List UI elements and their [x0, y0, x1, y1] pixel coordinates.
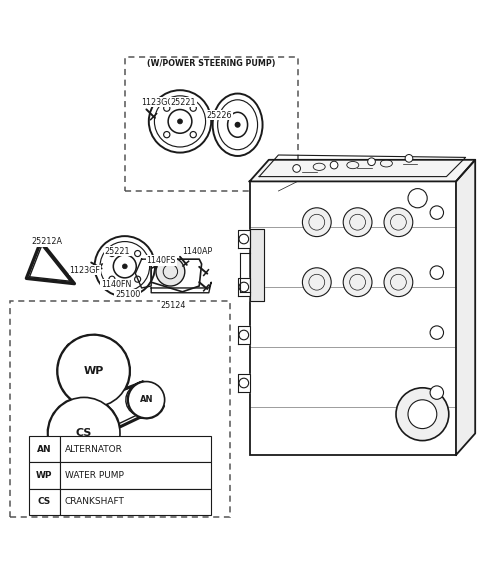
Circle shape	[113, 255, 136, 278]
Text: 25226: 25226	[206, 111, 232, 119]
Circle shape	[343, 208, 372, 236]
Text: 1123GG: 1123GG	[142, 98, 174, 107]
Bar	[60, 462, 211, 488]
Polygon shape	[151, 259, 202, 292]
Text: AN: AN	[140, 395, 153, 404]
Text: 1123GF: 1123GF	[70, 266, 100, 275]
Polygon shape	[238, 374, 250, 391]
Circle shape	[128, 382, 165, 418]
Bar	[250, 181, 456, 455]
Circle shape	[235, 122, 240, 128]
Polygon shape	[250, 160, 475, 181]
Circle shape	[430, 266, 444, 280]
Text: 25221: 25221	[170, 98, 196, 107]
Bar	[60, 488, 211, 515]
Circle shape	[178, 119, 182, 124]
Text: 1140AP: 1140AP	[182, 246, 213, 255]
Polygon shape	[238, 327, 250, 344]
Circle shape	[302, 208, 331, 236]
Circle shape	[122, 264, 127, 269]
Circle shape	[168, 110, 192, 133]
Circle shape	[48, 397, 120, 470]
Text: 25124: 25124	[161, 301, 186, 310]
Circle shape	[156, 257, 185, 286]
Circle shape	[368, 158, 375, 165]
Polygon shape	[238, 230, 250, 247]
Text: CRANKSHAFT: CRANKSHAFT	[65, 497, 125, 506]
Circle shape	[330, 161, 338, 169]
Text: WP: WP	[84, 366, 104, 376]
Text: AN: AN	[37, 444, 52, 453]
Ellipse shape	[213, 94, 263, 156]
Text: 25221: 25221	[105, 246, 131, 255]
Text: (W/POWER STEERING PUMP): (W/POWER STEERING PUMP)	[147, 59, 276, 68]
Polygon shape	[238, 278, 250, 296]
Circle shape	[58, 335, 130, 407]
Text: WP: WP	[36, 471, 53, 480]
Text: 25212A: 25212A	[31, 237, 62, 246]
Polygon shape	[151, 282, 211, 293]
Text: 25100: 25100	[115, 290, 141, 298]
Circle shape	[384, 268, 413, 297]
Circle shape	[408, 189, 427, 208]
Bar	[29, 462, 60, 488]
Circle shape	[408, 400, 437, 429]
Circle shape	[396, 388, 449, 441]
Circle shape	[405, 154, 413, 162]
Polygon shape	[250, 230, 264, 301]
Text: WATER PUMP: WATER PUMP	[65, 471, 124, 480]
Circle shape	[384, 208, 413, 236]
Polygon shape	[135, 259, 151, 288]
Bar	[10, 301, 230, 517]
Bar	[60, 436, 211, 462]
Circle shape	[430, 206, 444, 219]
Text: 1140FS: 1140FS	[146, 256, 176, 265]
Text: CS: CS	[76, 428, 92, 439]
Text: CS: CS	[38, 497, 51, 506]
Text: 1140FN: 1140FN	[101, 280, 131, 289]
Text: ALTERNATOR: ALTERNATOR	[65, 444, 123, 453]
Ellipse shape	[228, 113, 248, 137]
Bar	[29, 488, 60, 515]
Circle shape	[293, 165, 300, 172]
Circle shape	[430, 386, 444, 400]
Polygon shape	[456, 160, 475, 455]
Bar	[125, 57, 298, 191]
Bar	[29, 436, 60, 462]
Circle shape	[343, 268, 372, 297]
Circle shape	[430, 326, 444, 339]
Circle shape	[302, 268, 331, 297]
